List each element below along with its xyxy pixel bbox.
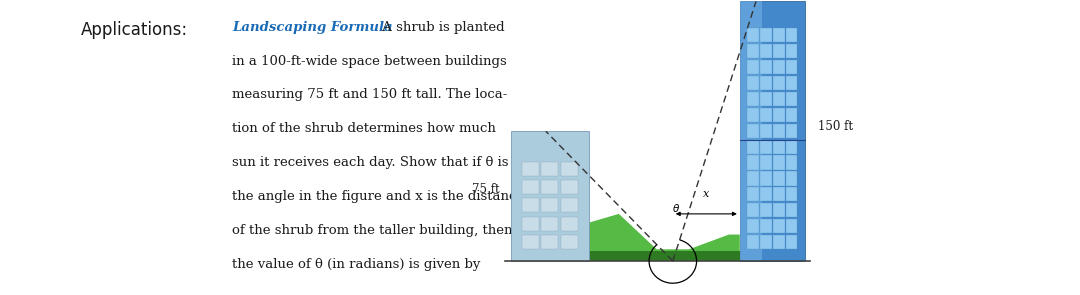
Polygon shape bbox=[773, 155, 784, 170]
Polygon shape bbox=[786, 219, 797, 233]
Text: 75 ft: 75 ft bbox=[472, 183, 500, 196]
Polygon shape bbox=[747, 28, 758, 42]
Polygon shape bbox=[760, 235, 771, 249]
Polygon shape bbox=[786, 44, 797, 58]
Polygon shape bbox=[541, 180, 558, 194]
Polygon shape bbox=[773, 140, 784, 154]
Polygon shape bbox=[773, 235, 784, 249]
Polygon shape bbox=[589, 251, 740, 261]
Polygon shape bbox=[561, 198, 578, 212]
Text: measuring 75 ft and 150 ft tall. The loca-: measuring 75 ft and 150 ft tall. The loc… bbox=[232, 88, 508, 101]
Polygon shape bbox=[541, 217, 558, 231]
Text: sun it receives each day. Show that if θ is: sun it receives each day. Show that if θ… bbox=[232, 156, 509, 169]
Polygon shape bbox=[786, 203, 797, 217]
Polygon shape bbox=[747, 171, 758, 186]
Polygon shape bbox=[760, 203, 771, 217]
Polygon shape bbox=[786, 60, 797, 74]
Polygon shape bbox=[747, 44, 758, 58]
Polygon shape bbox=[747, 219, 758, 233]
Polygon shape bbox=[747, 203, 758, 217]
Text: x: x bbox=[703, 189, 710, 199]
Polygon shape bbox=[747, 60, 758, 74]
Polygon shape bbox=[760, 44, 771, 58]
Polygon shape bbox=[747, 92, 758, 106]
Polygon shape bbox=[773, 171, 784, 186]
Polygon shape bbox=[773, 92, 784, 106]
Polygon shape bbox=[747, 235, 758, 249]
Text: the angle in the figure and x is the distance: the angle in the figure and x is the dis… bbox=[232, 190, 524, 203]
Polygon shape bbox=[786, 28, 797, 42]
Polygon shape bbox=[541, 235, 558, 249]
Polygon shape bbox=[773, 187, 784, 201]
Text: $\theta$: $\theta$ bbox=[672, 202, 680, 214]
Text: A shrub is planted: A shrub is planted bbox=[378, 21, 504, 34]
Polygon shape bbox=[773, 28, 784, 42]
Polygon shape bbox=[522, 217, 539, 231]
Polygon shape bbox=[760, 140, 771, 154]
Polygon shape bbox=[561, 162, 578, 176]
Polygon shape bbox=[773, 124, 784, 138]
Polygon shape bbox=[760, 108, 771, 122]
Polygon shape bbox=[786, 155, 797, 170]
Polygon shape bbox=[522, 162, 539, 176]
Polygon shape bbox=[786, 124, 797, 138]
Polygon shape bbox=[786, 235, 797, 249]
Polygon shape bbox=[786, 92, 797, 106]
Text: Applications:: Applications: bbox=[81, 21, 188, 39]
Polygon shape bbox=[747, 155, 758, 170]
Text: of the shrub from the taller building, then: of the shrub from the taller building, t… bbox=[232, 224, 513, 237]
Text: 150 ft: 150 ft bbox=[818, 119, 852, 132]
Polygon shape bbox=[760, 187, 771, 201]
Polygon shape bbox=[773, 60, 784, 74]
Polygon shape bbox=[773, 44, 784, 58]
Polygon shape bbox=[786, 187, 797, 201]
Polygon shape bbox=[773, 76, 784, 90]
Polygon shape bbox=[561, 235, 578, 249]
Polygon shape bbox=[786, 171, 797, 186]
Polygon shape bbox=[747, 124, 758, 138]
Polygon shape bbox=[760, 92, 771, 106]
Polygon shape bbox=[747, 76, 758, 90]
Polygon shape bbox=[747, 140, 758, 154]
Polygon shape bbox=[522, 180, 539, 194]
Polygon shape bbox=[561, 217, 578, 231]
Polygon shape bbox=[786, 76, 797, 90]
Polygon shape bbox=[747, 108, 758, 122]
Polygon shape bbox=[760, 76, 771, 90]
Polygon shape bbox=[747, 187, 758, 201]
Text: the value of θ (in radians) is given by: the value of θ (in radians) is given by bbox=[232, 258, 481, 271]
Polygon shape bbox=[589, 214, 740, 261]
Polygon shape bbox=[541, 162, 558, 176]
Polygon shape bbox=[760, 28, 771, 42]
Text: Landscaping Formula: Landscaping Formula bbox=[232, 21, 393, 34]
Polygon shape bbox=[786, 140, 797, 154]
Polygon shape bbox=[760, 171, 771, 186]
Polygon shape bbox=[773, 203, 784, 217]
Polygon shape bbox=[760, 219, 771, 233]
Polygon shape bbox=[760, 60, 771, 74]
Polygon shape bbox=[740, 1, 805, 261]
Text: in a 100-ft-wide space between buildings: in a 100-ft-wide space between buildings bbox=[232, 55, 507, 68]
Polygon shape bbox=[786, 108, 797, 122]
Polygon shape bbox=[522, 235, 539, 249]
Text: 75 ft: 75 ft bbox=[549, 224, 580, 237]
Polygon shape bbox=[541, 198, 558, 212]
Polygon shape bbox=[760, 124, 771, 138]
Polygon shape bbox=[773, 219, 784, 233]
Polygon shape bbox=[511, 131, 589, 261]
Polygon shape bbox=[740, 1, 762, 261]
Polygon shape bbox=[561, 180, 578, 194]
Polygon shape bbox=[773, 108, 784, 122]
Polygon shape bbox=[522, 198, 539, 212]
Polygon shape bbox=[760, 155, 771, 170]
Text: tion of the shrub determines how much: tion of the shrub determines how much bbox=[232, 122, 496, 135]
